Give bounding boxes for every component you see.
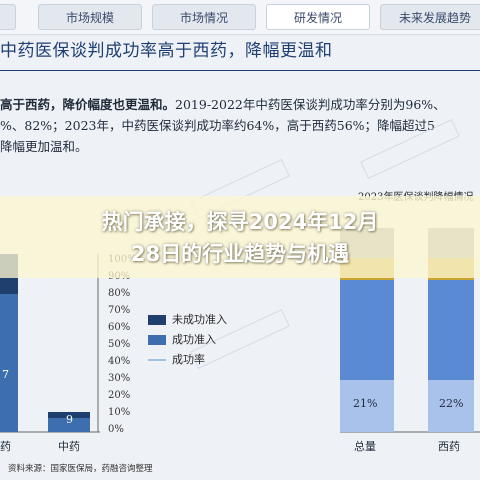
left-y-tick-label: 70% [108, 305, 131, 316]
left-y-tick-label: 80% [108, 288, 131, 299]
left-y-tick-label: 0% [108, 424, 124, 435]
headline-overlay: 热门承接，探寻2024年12月 28日的行业趋势与机遇 [0, 196, 480, 278]
right-bar-2-lower [428, 380, 474, 432]
tab-bar: 市场规模 市场情况 研发情况 未来发展趋势 [0, 0, 480, 35]
legend-swatch-admitted [148, 335, 166, 345]
right-x-category-1: 总量 [354, 440, 376, 453]
overlay-line-1: 热门承接，探寻2024年12月 [101, 210, 379, 234]
left-bar-2-label: 9 [66, 413, 73, 426]
body-line-1-bold: 高于西药，降价幅度也更温和。 [0, 97, 176, 112]
right-bar-1-lower [340, 380, 394, 432]
left-y-tick-label: 20% [108, 390, 131, 401]
legend-label-admitted: 成功准入 [172, 333, 216, 346]
left-y-tick-label: 40% [108, 356, 131, 367]
body-line-1-rest: 2019-2022年中药医保谈判成功率分别为96%、 [175, 97, 446, 112]
tab-market-status[interactable]: 市场情况 [152, 4, 256, 30]
left-y-tick-label: 10% [108, 407, 131, 418]
left-y-tick-label: 60% [108, 322, 131, 333]
legend-label-not-admitted: 未成功准入 [172, 313, 227, 326]
right-bar-1-label: 21% [353, 397, 378, 410]
left-bar-2-not-admitted [48, 412, 90, 418]
right-bar-2-label: 22% [439, 397, 464, 410]
body-line-2: %、82%；2023年，中药医保谈判成功率约64%，高于西药56%；降幅超过5 [0, 118, 435, 133]
source-note: 资料来源：国家医保局，药融咨询整理 [8, 464, 153, 474]
right-x-category-2: 西药 [438, 440, 460, 453]
left-y-tick-label: 50% [108, 339, 131, 350]
legend-label-success-rate: 成功率 [172, 353, 205, 366]
left-bar-2-admitted [48, 418, 90, 432]
left-bar-1-label: 7 [2, 368, 9, 381]
heading-rule [0, 70, 480, 71]
left-x-category-1: 药 [0, 440, 11, 453]
legend-line-success-rate [148, 359, 166, 361]
left-y-tick-label: 30% [108, 373, 131, 384]
tab-market-size[interactable]: 市场规模 [38, 4, 142, 30]
left-bar-1-admitted [0, 294, 18, 432]
tab-partial[interactable] [0, 4, 16, 30]
tab-rd-status[interactable]: 研发情况 [266, 4, 370, 30]
tab-future-trends[interactable]: 未来发展趋势 [380, 4, 480, 30]
overlay-line-2: 28日的行业趋势与机遇 [130, 242, 350, 266]
legend-item-not-admitted: 未成功准入 [148, 311, 227, 331]
legend-item-admitted: 成功准入 [148, 331, 227, 351]
slide-heading: 中药医保谈判成功率高于西药，降幅更温和 [0, 41, 333, 61]
legend-swatch-not-admitted [148, 315, 166, 325]
body-line-1: 高于西药，降价幅度也更温和。2019-2022年中药医保谈判成功率分别为96%、 [0, 94, 446, 113]
body-line-3: 降幅更加温和。 [0, 139, 88, 154]
left-chart-legend: 未成功准入 成功准入 成功率 [148, 311, 227, 371]
legend-item-success-rate: 成功率 [148, 351, 227, 371]
left-x-category-2: 中药 [58, 440, 80, 453]
